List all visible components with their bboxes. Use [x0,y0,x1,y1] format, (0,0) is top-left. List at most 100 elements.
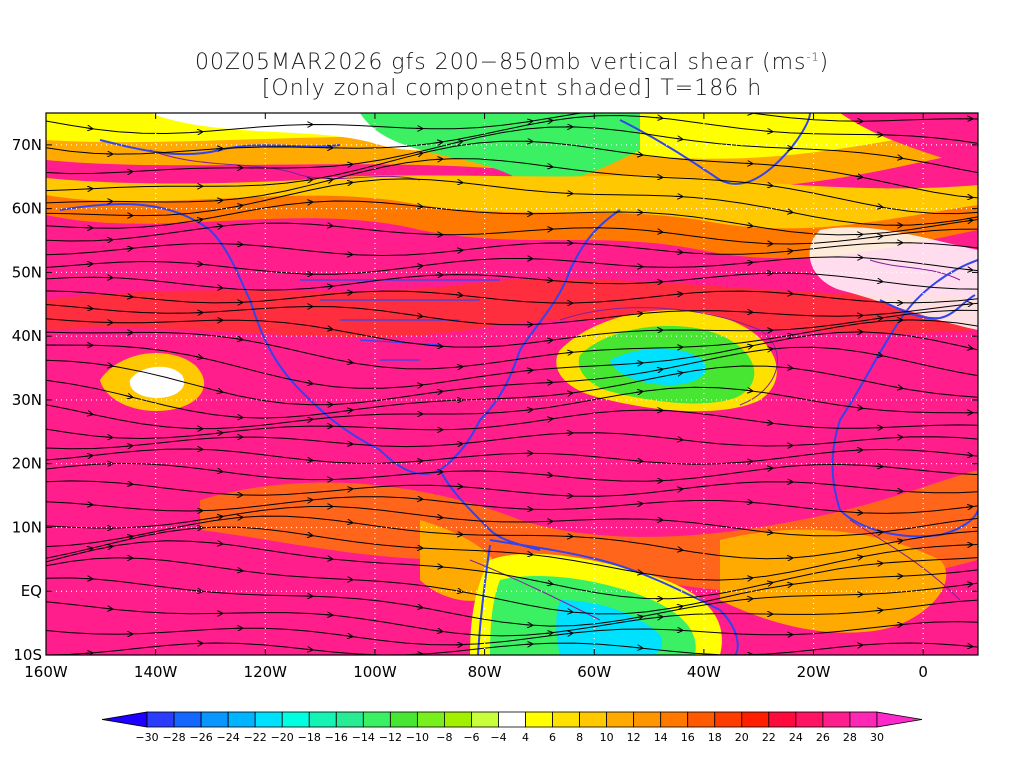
streamline-arrow [785,368,792,369]
west-africa-orange [720,529,947,633]
streamline-arrow [855,176,862,177]
plot-title-line1: 00Z05MAR2026 gfs 200−850mb vertical shea… [0,50,1024,75]
streamline-arrow [325,225,332,226]
streamline-arrow [215,391,222,393]
streamline-arrow [545,166,552,167]
colorbar-swatch [579,711,608,728]
streamline-arrow [345,489,352,490]
streamline [46,272,978,291]
plot-title-line2: [Only zonal componetnt shaded] T=186 h [261,76,763,101]
longitude-axis: 160W 140W 120W 100W 80W 60W 40W 20W 0 [24,113,928,681]
streamline-arrow [745,502,752,503]
colorbar-label: 16 [681,731,695,744]
streamline-arrow [415,461,422,462]
streamline-arrow [85,504,92,505]
streamline-arrow [855,645,862,646]
streamline-arrow [675,294,682,295]
streamline [46,386,978,430]
colorbar-swatch [714,711,743,728]
streamline-arrow [435,566,442,567]
lon-label: 160W [24,663,68,681]
streamline-arrow [875,236,882,237]
streamline-arrow [455,250,462,251]
streamline-arrow [895,157,902,158]
colorbar-swatch [822,711,851,728]
colorbar-label: 8 [576,731,583,744]
streamline-arrow [455,444,462,445]
streamline-arrow [855,408,862,409]
lat-label: 50N [12,263,42,281]
colorbar: −30 −28 −26 −24 −22 −20 −18 −16 −14 −12 −10 −8 −6 −4 4… [101,711,923,744]
streamline-arrow [125,248,132,249]
streamline-arrow [85,264,92,265]
streamline-arrow [525,410,532,411]
streamline-arrow [675,606,682,607]
streamline-arrow [435,517,442,518]
contour-line [559,307,778,406]
streamline-arrow [965,507,972,508]
lat-label: 30N [12,391,42,409]
state-borders [300,279,500,361]
colorbar-label: 14 [654,731,668,744]
lat-label: EQ [21,582,42,600]
streamline-arrow [455,141,462,142]
streamline-arrow [415,266,422,267]
streamline-arrow [785,293,792,294]
streamline-arrow [435,142,442,143]
colorbar-label: −18 [298,731,321,744]
colorbar-swatch [335,711,364,728]
streamline-arrow [675,549,682,550]
colorbar-swatch [633,711,662,728]
streamline-arrow [675,373,682,374]
colorbar-swatch [389,711,418,728]
colorbar-swatch [768,711,797,728]
colorbar-swatch [471,711,499,728]
streamline [46,242,978,257]
colorbar-label: −16 [325,731,348,744]
streamline-arrow [215,200,222,201]
colorbar-swatch [173,711,202,728]
streamline-arrow [235,205,242,206]
streamline-arrow [635,314,642,315]
streamline-arrow [85,128,92,129]
colorbar-swatch [227,711,256,728]
streamline-arrow [745,390,752,391]
colorbar-label: 10 [600,731,614,744]
streamline-arrow [635,572,642,573]
streamline-arrow [415,385,422,386]
streamline-arrow [305,419,312,420]
streamline-arrow [85,653,92,654]
lon-label: 60W [577,663,611,681]
streamline-arrow [875,610,882,611]
streamline-arrow [965,646,972,647]
streamline-arrow [345,636,352,637]
streamline-arrow [345,362,352,363]
streamline-arrow [855,557,862,558]
streamline [46,409,978,440]
colorbar-swatch [552,711,580,728]
colorbar-label: 22 [762,731,776,744]
streamline-arrow [875,318,882,319]
coastline-north-america [59,203,621,475]
streamline-arrow [345,410,352,411]
streamline-arrow [765,131,772,132]
streamline-arrow [965,584,972,585]
colorbar-label: 20 [735,731,749,744]
streamline-arrow [965,347,972,348]
colorbar-label: −24 [217,731,240,744]
colorbar-swatch [849,711,878,728]
streamline-arrow [545,340,552,341]
streamline-arrow [325,328,332,329]
streamline-arrow [85,308,92,309]
colorbar-label: −26 [189,731,212,744]
streamline-arrow [215,433,222,434]
colorbar-swatch [281,711,310,728]
streamline-arrow [435,391,442,392]
streamline-arrow [85,456,92,457]
streamline-arrow [785,251,792,252]
mid-lat-yellow [46,175,978,229]
colorbar-label: −4 [490,731,506,744]
streamline-arrow [655,282,662,283]
streamline-arrow [745,599,752,600]
